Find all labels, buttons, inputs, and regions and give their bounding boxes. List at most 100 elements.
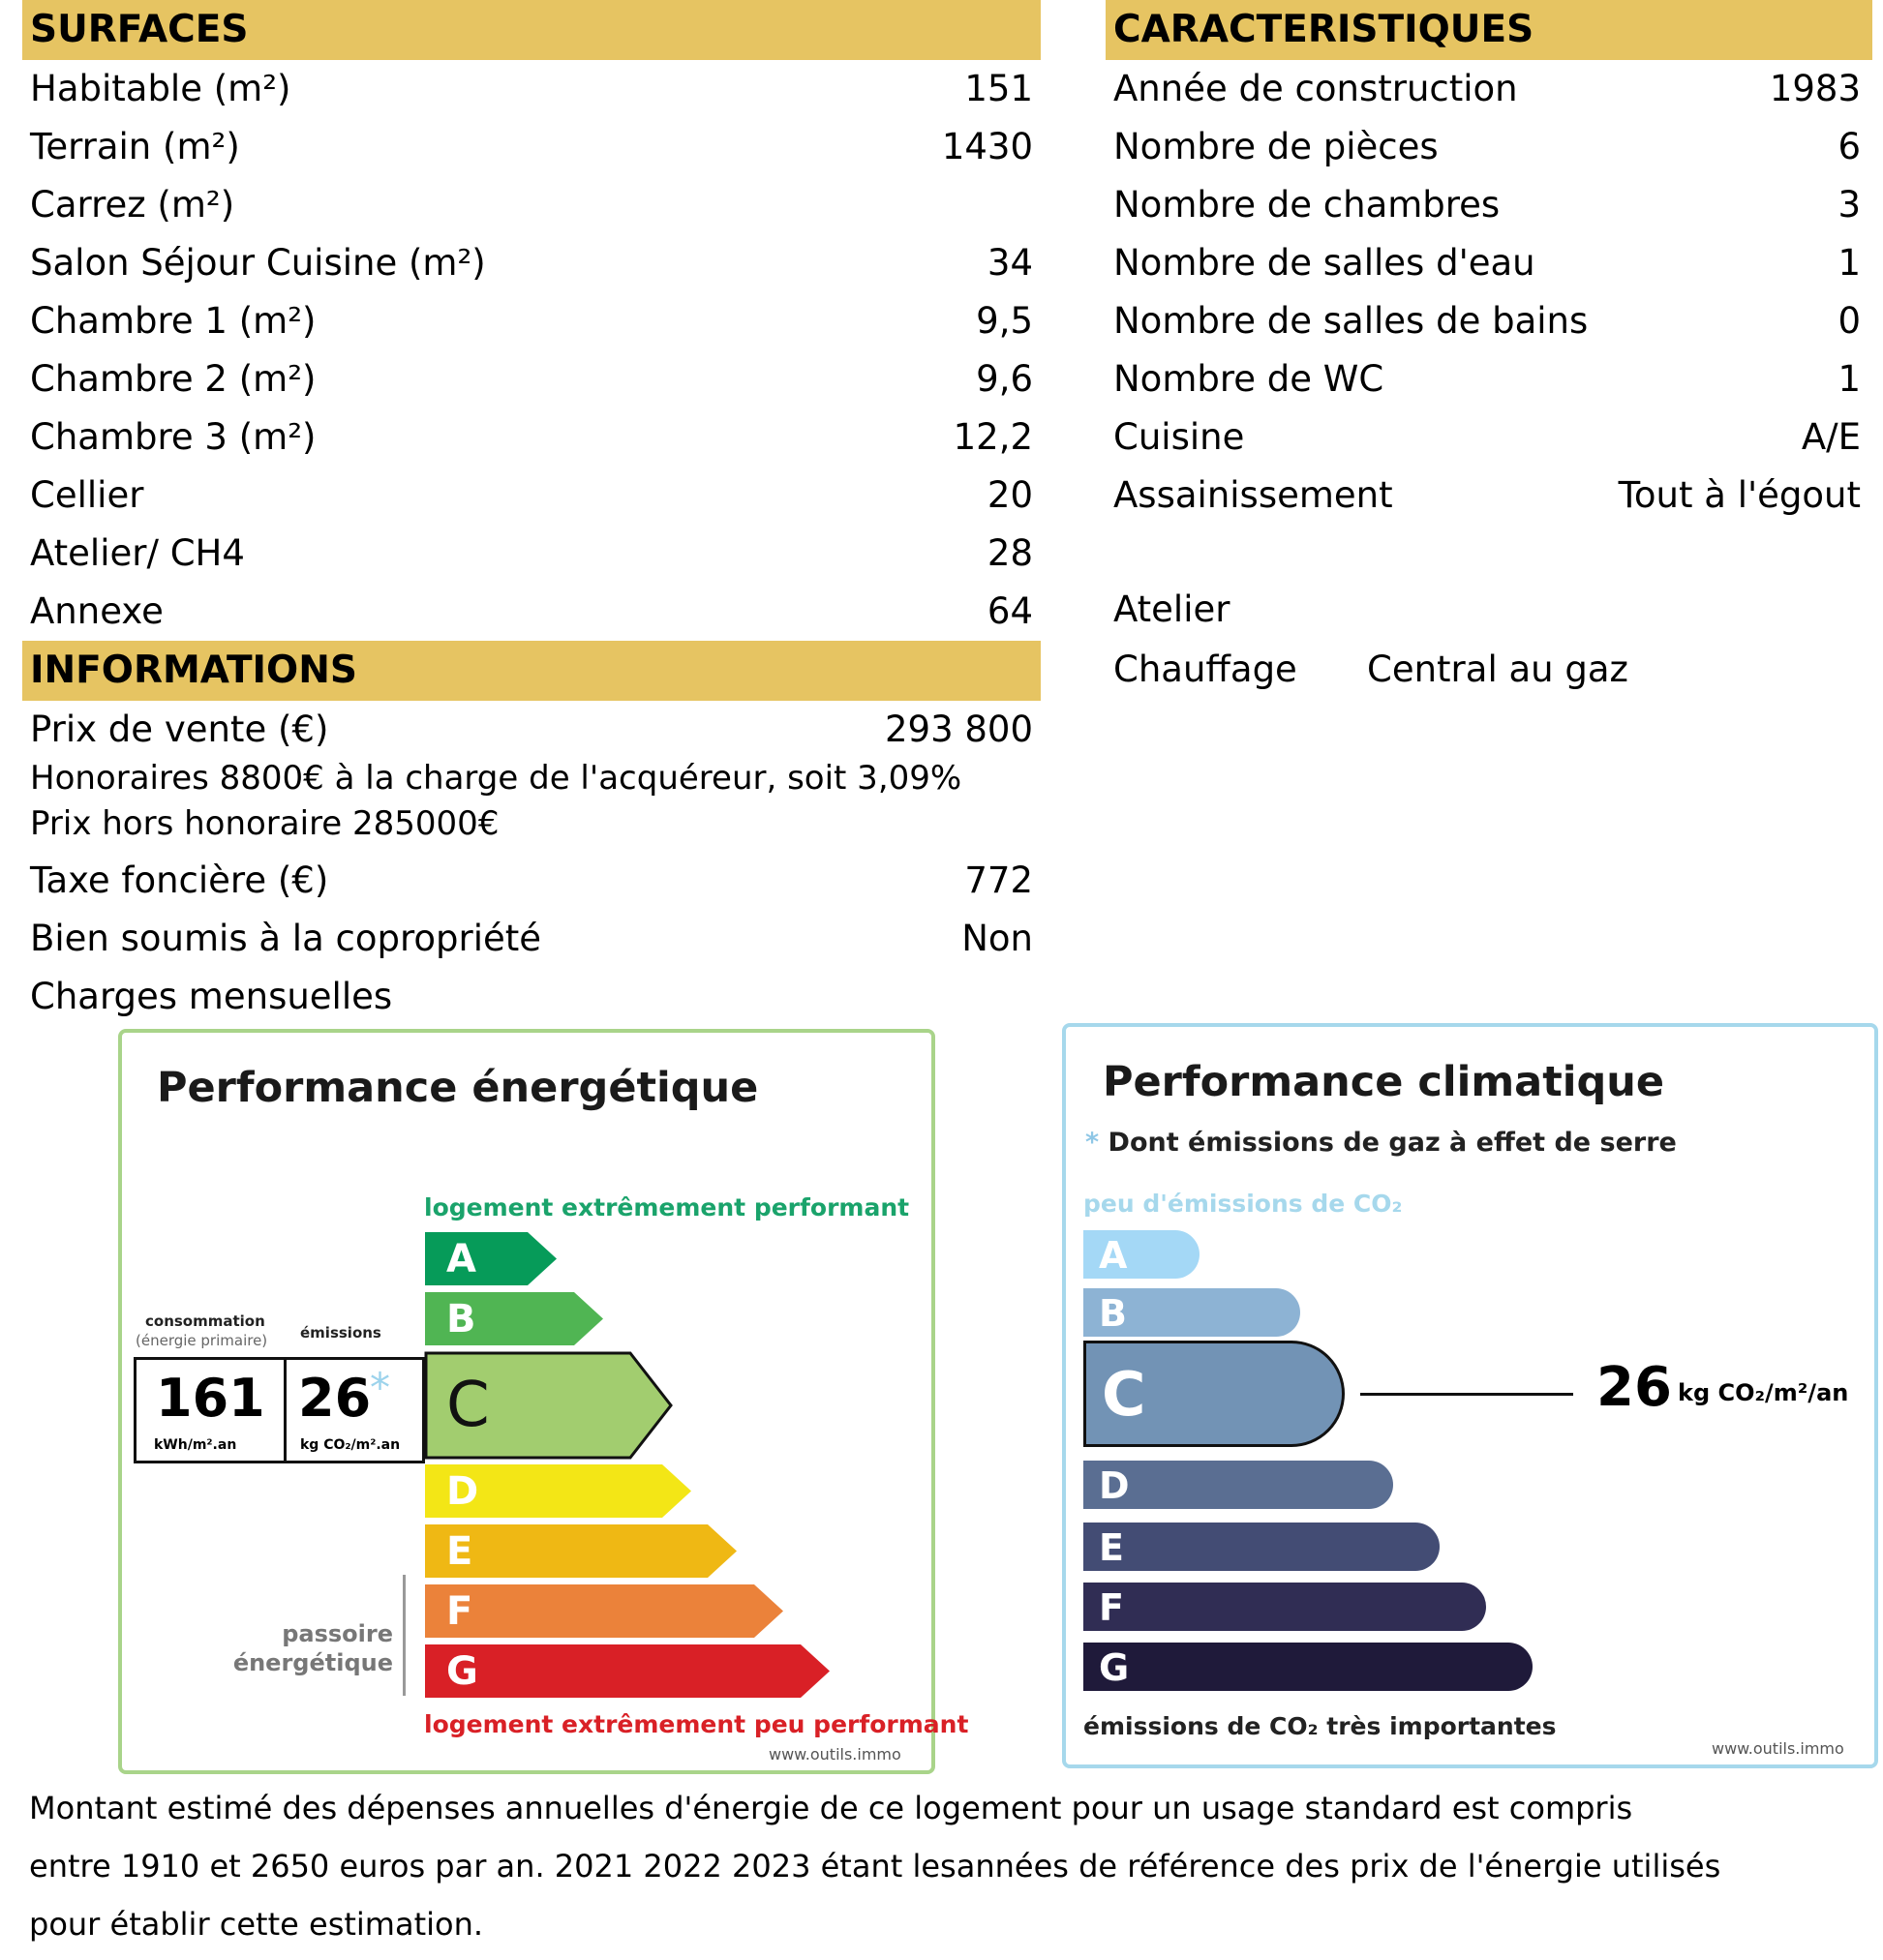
climate-class-letter: F	[1099, 1586, 1124, 1629]
row-label: Terrain (m²)	[30, 126, 240, 167]
energy-class-a: A	[425, 1232, 557, 1285]
energy-class-letter: A	[446, 1237, 476, 1282]
energy-performance-panel: Performance énergétique logement extrême…	[118, 1029, 968, 1774]
climate-pointer-line	[1360, 1393, 1573, 1396]
row-value: 20	[987, 474, 1033, 516]
climate-class-letter: E	[1099, 1526, 1124, 1569]
row-value: 9,5	[976, 300, 1033, 342]
energy-class-e: E	[425, 1524, 737, 1578]
climate-class-d: D	[1083, 1461, 1393, 1509]
row-label: Nombre de chambres	[1113, 184, 1501, 226]
row-label: Atelier/ CH4	[30, 532, 245, 574]
row-value: 34	[987, 242, 1033, 284]
climate-performance-panel: Performance climatique * Dont émissions …	[1062, 1023, 1878, 1768]
row-value: Non	[961, 918, 1033, 959]
climate-class-g: G	[1083, 1643, 1533, 1691]
climate-class-letter: C	[1102, 1359, 1146, 1430]
atelier-label: Atelier	[1113, 588, 1230, 630]
row-value: 1	[1837, 358, 1861, 400]
row-label: Chambre 3 (m²)	[30, 416, 317, 458]
row-label: Nombre de salles d'eau	[1113, 242, 1535, 284]
emissions-value: 26	[298, 1368, 372, 1429]
row-value: 1430	[941, 126, 1033, 167]
row-label: Assainissement	[1113, 474, 1393, 516]
climate-class-letter: G	[1099, 1646, 1130, 1689]
row-label: Cuisine	[1113, 416, 1245, 458]
row-value: 12,2	[953, 416, 1033, 458]
informations-header: INFORMATIONS	[22, 641, 1041, 701]
climate-subtitle: * Dont émissions de gaz à effet de serre	[1085, 1128, 1677, 1158]
climate-class-letter: B	[1099, 1292, 1127, 1335]
row-value: 6	[1837, 126, 1861, 167]
passoire-divider	[403, 1575, 406, 1696]
energy-title: Performance énergétique	[157, 1064, 759, 1112]
climate-class-e: E	[1083, 1523, 1440, 1571]
consumption-value: 161	[156, 1368, 265, 1429]
row-value: 3	[1837, 184, 1861, 226]
row-label: Carrez (m²)	[30, 184, 235, 226]
row-value: 0	[1837, 300, 1861, 342]
row-label: Chambre 1 (m²)	[30, 300, 317, 342]
row-label: Salon Séjour Cuisine (m²)	[30, 242, 486, 284]
row-value: Tout à l'égout	[1618, 474, 1861, 516]
climate-class-b: B	[1083, 1288, 1300, 1337]
energy-current-class-arrow	[424, 1351, 673, 1460]
energy-class-letter: F	[446, 1589, 473, 1634]
climate-class-letter: A	[1099, 1234, 1128, 1277]
emissions-star: *	[370, 1364, 390, 1411]
row-value: 9,6	[976, 358, 1033, 400]
consumption-box: 161 kWh/m².an	[134, 1357, 287, 1463]
prix-hors-honoraire-note: Prix hors honoraire 285000€	[30, 804, 500, 843]
emissions-label: émissions	[300, 1324, 381, 1342]
prix-label: Prix de vente (€)	[30, 709, 329, 750]
energy-class-f: F	[425, 1584, 783, 1638]
climate-unit: kg CO₂/m²/an	[1678, 1379, 1849, 1406]
passoire-label: passoire énergétique	[232, 1620, 393, 1676]
climate-subtitle-text: Dont émissions de gaz à effet de serre	[1108, 1128, 1677, 1158]
row-label: Année de construction	[1113, 68, 1518, 109]
energy-website: www.outils.immo	[769, 1745, 901, 1764]
row-label: Bien soumis à la copropriété	[30, 918, 542, 959]
prix-value: 293 800	[884, 709, 1033, 750]
energy-bottom-label: logement extrêmement peu performant	[424, 1710, 969, 1738]
energy-class-b: B	[425, 1292, 603, 1345]
climate-class-c: C	[1083, 1341, 1345, 1447]
row-label: Nombre de WC	[1113, 358, 1384, 400]
footer-line-1: Montant estimé des dépenses annuelles d'…	[29, 1790, 1633, 1826]
energy-class-d: D	[425, 1464, 691, 1518]
row-value: A/E	[1801, 416, 1861, 458]
honoraires-note: Honoraires 8800€ à la charge de l'acquér…	[30, 759, 962, 798]
energy-top-label: logement extrêmement performant	[424, 1193, 910, 1221]
row-label: Nombre de salles de bains	[1113, 300, 1589, 342]
row-value: 151	[964, 68, 1033, 109]
chauffage-label: Chauffage	[1113, 648, 1297, 690]
climate-class-f: F	[1083, 1583, 1486, 1631]
row-label: Chambre 2 (m²)	[30, 358, 317, 400]
climate-top-label: peu d'émissions de CO₂	[1083, 1190, 1403, 1218]
energy-class-g: G	[425, 1644, 830, 1698]
row-value: 772	[964, 859, 1033, 901]
row-label: Cellier	[30, 474, 144, 516]
climate-class-a: A	[1083, 1230, 1200, 1279]
emissions-unit: kg CO₂/m².an	[300, 1437, 401, 1453]
caracteristiques-header: CARACTERISTIQUES	[1106, 0, 1872, 60]
energy-class-letter: G	[446, 1649, 478, 1694]
climate-website: www.outils.immo	[1712, 1739, 1844, 1758]
climate-class-letter: D	[1099, 1464, 1130, 1507]
emissions-box: 26 * kg CO₂/m².an	[284, 1357, 425, 1463]
surfaces-header: SURFACES	[22, 0, 1041, 60]
energy-class-c: C	[425, 1352, 671, 1459]
row-label: Annexe	[30, 590, 164, 632]
climate-bottom-label: émissions de CO₂ très importantes	[1083, 1712, 1557, 1740]
energy-class-letter: C	[446, 1370, 490, 1441]
row-label: Taxe foncière (€)	[30, 859, 329, 901]
row-value: 64	[987, 590, 1033, 632]
row-value: 28	[987, 532, 1033, 574]
climate-value: 26	[1596, 1356, 1672, 1419]
energy-class-letter: B	[446, 1297, 476, 1342]
climate-title: Performance climatique	[1103, 1058, 1665, 1106]
energie-primaire-label: (énergie primaire)	[136, 1332, 268, 1349]
consommation-label: consommation	[145, 1312, 265, 1330]
energy-class-letter: E	[446, 1529, 473, 1574]
consumption-unit: kWh/m².an	[154, 1437, 237, 1453]
